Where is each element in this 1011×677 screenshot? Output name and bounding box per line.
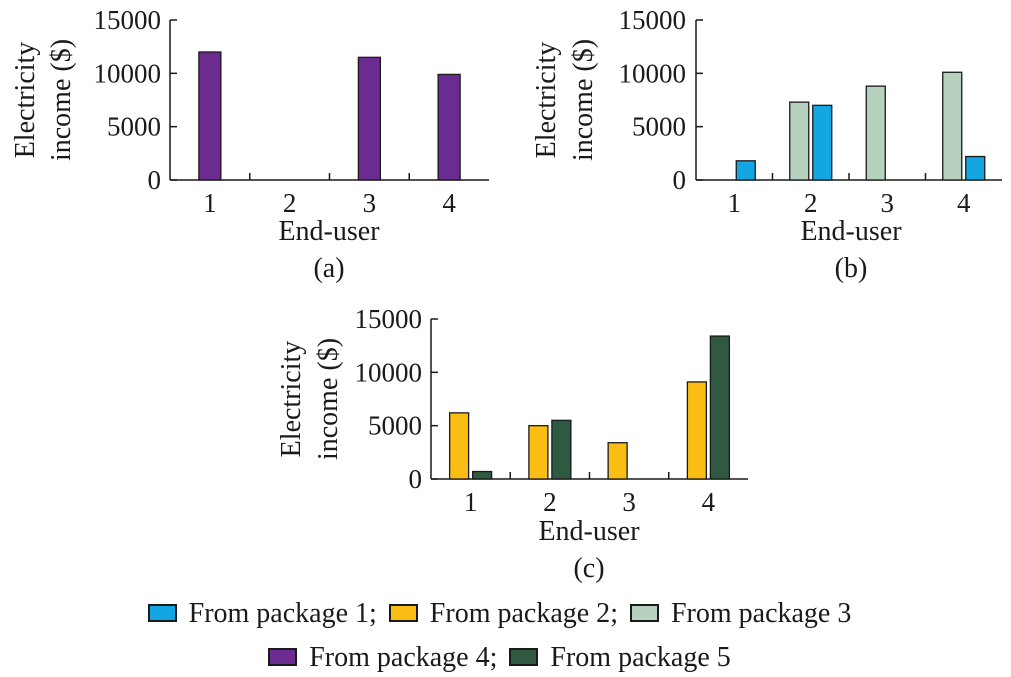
y-tick-label: 10000 [619,58,687,88]
chart-a: 0 5000 10000 15000 1 2 3 4 Electricity income ($)… [10,5,489,284]
x-tick-label: 4 [957,188,971,218]
y-tick-label: 15000 [619,5,687,35]
legend-swatch [388,604,418,623]
bar [965,155,986,181]
legend-item: From package 1; [147,597,389,630]
legend-item: From package 5 [509,642,742,674]
y-tick-label: 0 [409,464,423,494]
y-tick-label: 0 [148,165,162,195]
bar [357,56,382,181]
chart-c: 0 5000 10000 15000 1 2 3 4 Electricity income ($)… [276,304,748,584]
legend-swatch [629,604,659,623]
legend-item: From package 3 [629,597,863,630]
y-tick-label: 10000 [355,357,423,387]
y-axis-label-line: income ($) [46,39,77,161]
bar [437,73,461,181]
x-tick-label: 3 [881,188,895,218]
x-tick-label: 1 [203,188,217,218]
bar [448,412,470,480]
y-axis-label-line: Electricity [276,341,307,458]
y-axis-label-line: income ($) [568,39,599,161]
bar [528,425,549,480]
bar [709,335,731,480]
bar [942,71,963,181]
x-axis-label: End-user [800,216,902,247]
y-tick-label: 10000 [94,58,162,88]
chart-caption: (c) [573,553,604,584]
x-tick-label: 2 [543,487,557,517]
x-tick-label: 3 [363,188,377,218]
y-tick-label: 5000 [107,112,161,142]
legend-separator: ; [489,641,498,673]
bar [607,442,628,480]
legend-label: From package 4 [309,641,490,673]
legend-swatch [268,648,298,667]
chart-caption: (b) [835,253,868,284]
y-tick-label: 15000 [355,304,423,334]
chart-b: 0 5000 10000 15000 1 2 3 4 Electricity income ($)… [531,5,1002,284]
legend-label: From package 5 [550,641,731,673]
y-tick-label: 5000 [632,112,686,142]
bar [686,381,708,480]
x-tick-label: 1 [464,487,478,517]
legend-item: From package 4; [268,642,509,674]
x-axis-label: End-user [538,516,640,547]
legend-swatch [509,648,539,667]
x-tick-label: 4 [702,487,716,517]
bar [735,160,756,181]
x-tick-label: 2 [804,188,818,218]
x-tick-label: 1 [728,188,742,218]
bar [471,470,493,480]
legend-label: From package 3 [670,597,852,629]
legend-separator: ; [610,597,618,629]
x-tick-label: 2 [283,188,297,218]
legend-row-1: From package 1; From package 2; From packa… [0,596,1011,630]
bar [198,51,222,181]
legend-item: From package 2; [388,597,630,630]
legend-separator: ; [369,597,377,629]
y-axis-label-line: income ($) [313,338,344,460]
bar [551,419,572,480]
x-axis-label: End-user [278,216,380,247]
y-tick-label: 0 [673,165,687,195]
y-tick-label: 15000 [94,5,162,35]
bar [865,85,886,181]
bar [789,101,810,181]
legend-row-2: From package 4; From package 5 [0,640,1011,674]
legend-swatch [147,604,177,623]
y-axis-label-line: Electricity [531,42,562,159]
legend-label: From package 2 [429,597,611,629]
legend-label: From package 1 [188,597,370,629]
y-tick-label: 5000 [368,411,422,441]
chart-caption: (a) [313,253,344,284]
x-tick-label: 4 [442,188,456,218]
x-tick-label: 3 [622,487,636,517]
y-axis-label-line: Electricity [10,42,41,159]
bar [812,104,833,181]
